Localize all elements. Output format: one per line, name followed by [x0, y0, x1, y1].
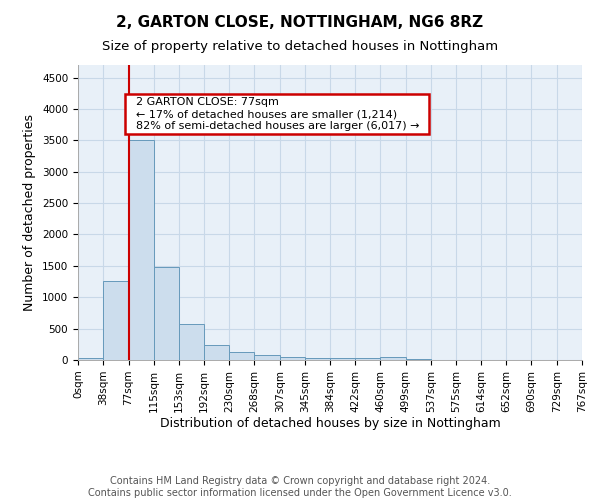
Bar [179, 324, 204, 360]
Bar [103, 281, 128, 360]
Text: 2, GARTON CLOSE, NOTTINGHAM, NG6 8RZ: 2, GARTON CLOSE, NOTTINGHAM, NG6 8RZ [116, 15, 484, 30]
Bar [305, 358, 331, 360]
Text: Size of property relative to detached houses in Nottingham: Size of property relative to detached ho… [102, 40, 498, 53]
Bar [229, 352, 254, 360]
Text: Contains HM Land Registry data © Crown copyright and database right 2024.
Contai: Contains HM Land Registry data © Crown c… [88, 476, 512, 498]
Bar [128, 140, 154, 360]
Bar [331, 358, 355, 360]
Bar [254, 355, 280, 360]
Y-axis label: Number of detached properties: Number of detached properties [23, 114, 37, 311]
Bar [154, 267, 179, 360]
Bar [380, 357, 406, 360]
X-axis label: Distribution of detached houses by size in Nottingham: Distribution of detached houses by size … [160, 418, 500, 430]
Bar [78, 358, 103, 360]
Bar [280, 357, 305, 360]
Text: 2 GARTON CLOSE: 77sqm  
  ← 17% of detached houses are smaller (1,214)  
  82% o: 2 GARTON CLOSE: 77sqm ← 17% of detached … [128, 98, 426, 130]
Bar [355, 358, 380, 360]
Bar [204, 344, 229, 360]
